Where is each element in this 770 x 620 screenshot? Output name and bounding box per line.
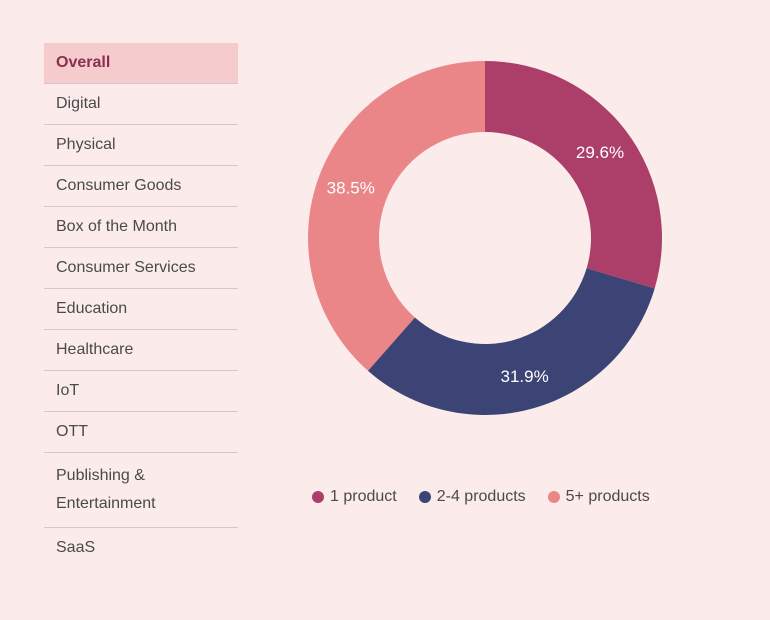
legend-label: 5+ products	[565, 488, 650, 505]
slice-label-3: 38.5%	[327, 178, 375, 197]
legend-label: 2-4 products	[436, 488, 526, 505]
sidebar-item-healthcare[interactable]: Healthcare	[44, 330, 238, 371]
donut-slice-3[interactable]	[308, 61, 485, 371]
legend-item-1-product[interactable]: 1 product	[312, 488, 397, 506]
slice-label-2: 31.9%	[501, 367, 549, 386]
slice-label-1: 29.6%	[576, 143, 624, 162]
sidebar-item-consumer-goods[interactable]: Consumer Goods	[44, 166, 238, 207]
donut-slice-1[interactable]	[485, 61, 662, 289]
legend-label: 1 product	[330, 488, 397, 505]
sidebar-item-overall[interactable]: Overall	[44, 43, 238, 84]
sidebar-item-saas[interactable]: SaaS	[56, 539, 96, 556]
sidebar-item-education[interactable]: Education	[44, 289, 238, 330]
sidebar-item-ott[interactable]: OTT	[44, 412, 238, 453]
donut-chart: 29.6% 31.9% 38.5%	[308, 61, 662, 415]
legend-swatch	[547, 491, 560, 503]
donut-slice-2[interactable]	[367, 268, 655, 415]
category-sidebar: Overall Digital Physical Consumer Goods …	[44, 43, 238, 569]
sidebar-item-physical[interactable]: Physical	[44, 125, 238, 166]
sidebar-item-consumer-services[interactable]: Consumer Services	[44, 248, 238, 289]
sidebar-item-digital[interactable]: Digital	[44, 84, 238, 125]
sidebar-item-iot[interactable]: IoT	[44, 371, 238, 412]
legend-item-5-plus-products[interactable]: 5+ products	[547, 488, 650, 506]
legend-item-2-4-products[interactable]: 2-4 products	[418, 488, 526, 506]
sidebar-item-box-of-the-month[interactable]: Box of the Month	[44, 207, 238, 248]
legend-swatch	[418, 491, 431, 503]
legend-swatch	[312, 491, 324, 503]
chart-legend: 1 product 2-4 products 5+ products	[312, 488, 650, 506]
sidebar-item-publishing-entertainment[interactable]: Publishing & Entertainment	[44, 453, 238, 528]
